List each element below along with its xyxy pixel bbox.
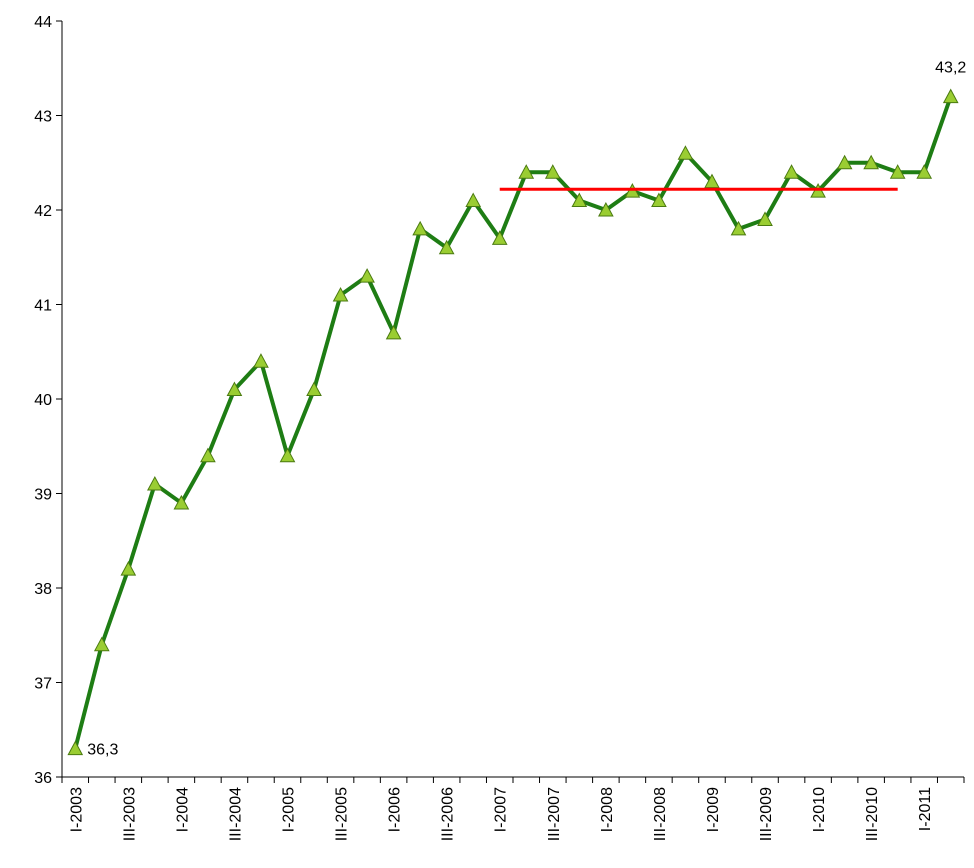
marker (385, 324, 402, 340)
y-tick-label: 39 (34, 487, 52, 504)
marker (783, 164, 800, 179)
y-tick-label: 41 (34, 298, 52, 315)
marker (704, 173, 720, 189)
x-tick-label: I-2010 (811, 787, 828, 832)
marker (438, 239, 455, 255)
marker (93, 636, 110, 652)
x-tick-label: III-2005 (334, 787, 351, 841)
marker (67, 740, 84, 756)
x-tick-label: I-2004 (174, 787, 191, 832)
marker (279, 447, 296, 463)
marker (200, 447, 216, 463)
marker (730, 220, 747, 236)
y-tick-label: 38 (34, 581, 52, 598)
marker (332, 286, 349, 302)
x-tick-label: I-2003 (68, 787, 85, 832)
x-tick-label: I-2009 (705, 787, 722, 832)
x-tick-label: III-2010 (864, 787, 881, 841)
marker (571, 192, 588, 208)
data-label: 43,2 (935, 60, 966, 77)
marker (253, 353, 269, 368)
marker (863, 154, 879, 170)
y-tick-label: 36 (34, 770, 52, 787)
x-tick-label: III-2004 (227, 787, 244, 841)
y-tick-label: 44 (34, 14, 52, 31)
x-tick-label: III-2007 (546, 787, 563, 841)
marker (359, 268, 375, 283)
series-line (73, 95, 953, 750)
marker (889, 164, 906, 179)
marker (306, 381, 322, 397)
y-tick-label: 40 (34, 392, 52, 409)
marker (412, 220, 428, 236)
x-tick-label: III-2003 (121, 787, 138, 841)
marker (677, 145, 694, 160)
marker (120, 561, 137, 576)
marker (598, 201, 614, 217)
marker (465, 192, 482, 208)
x-tick-label: III-2009 (758, 787, 775, 841)
x-tick-label: I-2005 (281, 787, 298, 832)
x-tick-label: I-2011 (917, 787, 934, 831)
x-tick-label: III-2008 (652, 787, 669, 841)
marker (757, 211, 773, 226)
marker (173, 494, 190, 510)
y-tick-label: 43 (34, 109, 52, 126)
y-tick-label: 42 (34, 203, 52, 220)
data-label: 36,3 (87, 742, 118, 759)
marker (491, 230, 508, 245)
marker (916, 164, 933, 179)
x-tick-label: I-2008 (599, 787, 616, 832)
marker (651, 192, 667, 208)
x-tick-label: III-2006 (440, 787, 457, 841)
marker (942, 88, 959, 104)
marker (836, 154, 853, 170)
marker (226, 381, 243, 397)
marker (544, 164, 561, 179)
marker (518, 164, 535, 179)
x-tick-label: I-2007 (493, 787, 510, 832)
y-tick-label: 37 (34, 676, 52, 693)
x-tick-label: I-2006 (387, 787, 404, 832)
marker (147, 475, 163, 491)
